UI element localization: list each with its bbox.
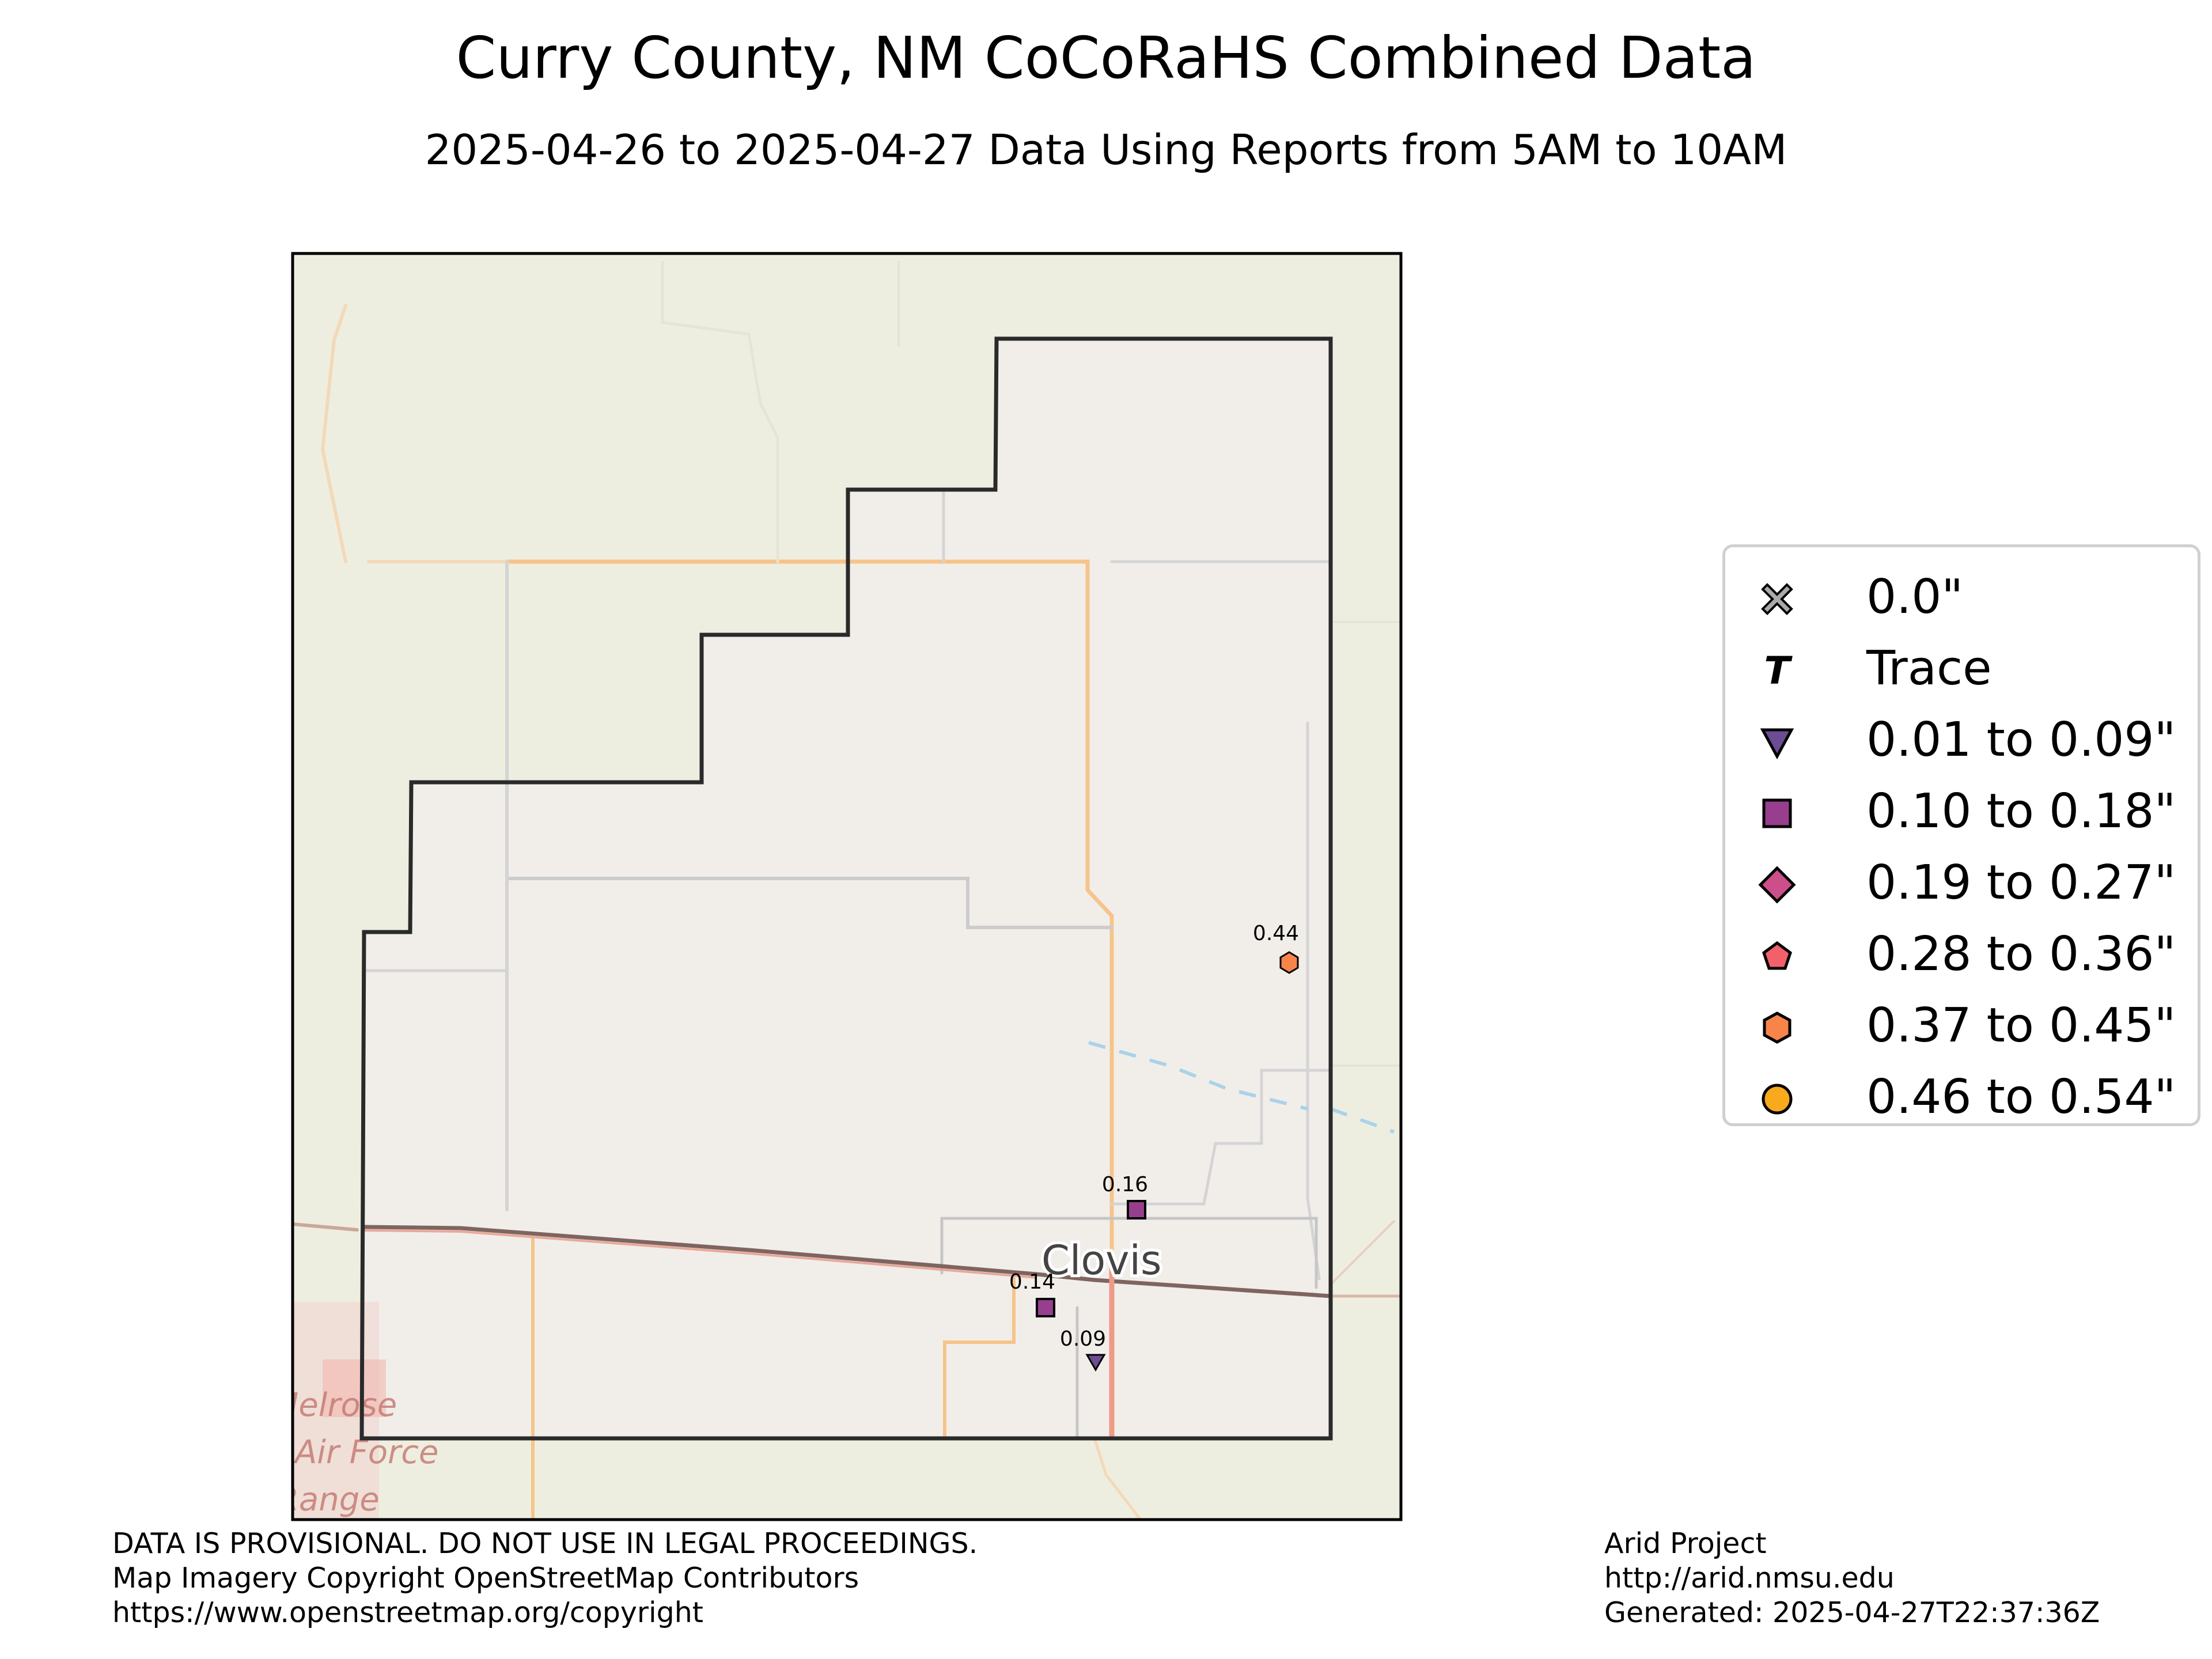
svg-text:T: T [1764,650,1793,691]
legend-item-0.01-0.09: 0.01 to 0.09" [1725,704,2198,776]
trace-t-icon: T [1764,650,1793,691]
basemap-water [1088,1041,1395,1134]
map-title: Curry County, NM CoCoRaHS Combined Data [456,24,1756,92]
footer-line: DATA IS PROVISIONAL. DO NOT USE IN LEGAL… [112,1527,978,1560]
legend: 0.0" T Trace 0.01 to 0.09" 0.10 to 0.18"… [1722,544,2200,1126]
hexagon-icon [1763,1012,1791,1044]
station-label: 0.16 [1102,1173,1148,1196]
footer-line: Map Imagery Copyright OpenStreetMap Cont… [112,1562,859,1594]
legend-item-0.19-0.27: 0.19 to 0.27" [1725,847,2198,919]
county-boundary [359,336,1333,1441]
station-label: 0.09 [1060,1327,1106,1351]
place-label-clovis: Clovis [1041,1237,1162,1284]
legend-label: 0.10 to 0.18" [1866,784,2176,839]
legend-label: 0.01 to 0.09" [1866,713,2176,767]
square-icon [1762,798,1792,828]
legend-item-0.46-0.54: 0.46 to 0.54" [1725,1062,2198,1133]
legend-label: 0.37 to 0.45" [1866,998,2176,1053]
place-label-melrose: Melrose [271,1387,397,1424]
footer-credits: Arid Project http://arid.nmsu.edu Genera… [1604,1527,2100,1630]
legend-item-0.28-0.36: 0.28 to 0.36" [1725,919,2198,990]
footer-disclaimer: DATA IS PROVISIONAL. DO NOT USE IN LEGAL… [112,1527,978,1630]
x-icon [1761,583,1793,615]
basemap-roads [293,260,1401,1520]
footer-generated: Generated: 2025-04-27T22:37:36Z [1604,1596,2100,1629]
station-label: 0.14 [1009,1270,1055,1294]
station-marker-0.44 [1279,951,1299,974]
station-marker-0.14 [1036,1298,1055,1317]
footer-project-link[interactable]: http://arid.nmsu.edu [1604,1562,1895,1594]
place-label-range: Range [276,1481,380,1518]
legend-label: 0.28 to 0.36" [1866,927,2176,982]
highway-road-casing [363,1229,1037,1279]
map-frame [291,252,1403,1521]
legend-item-0.37-0.45: 0.37 to 0.45" [1725,990,2198,1062]
station-marker-0.16 [1127,1200,1146,1219]
legend-label: 0.19 to 0.27" [1866,855,2176,910]
air-force-range-area [293,1302,386,1520]
highway-road [363,1225,1331,1298]
diamond-icon [1758,866,1796,904]
legend-label: Trace [1866,641,1992,696]
legend-item-0.10-0.18: 0.10 to 0.18" [1725,776,2198,847]
station-label: 0.44 [1253,922,1299,945]
footer-copyright-link[interactable]: https://www.openstreetmap.org/copyright [112,1596,704,1629]
triangle-down-icon [1760,728,1794,760]
legend-item-zero: 0.0" [1725,562,2198,633]
legend-item-trace: T Trace [1725,633,2198,704]
pentagon-icon [1762,941,1792,970]
footer-line: Arid Project [1604,1527,1767,1560]
station-marker-0.09 [1085,1354,1106,1372]
legend-label: 0.0" [1866,570,1964,624]
map-subtitle: 2025-04-26 to 2025-04-27 Data Using Repo… [425,126,1787,174]
circle-icon [1762,1084,1793,1115]
legend-label: 0.46 to 0.54" [1866,1070,2176,1124]
